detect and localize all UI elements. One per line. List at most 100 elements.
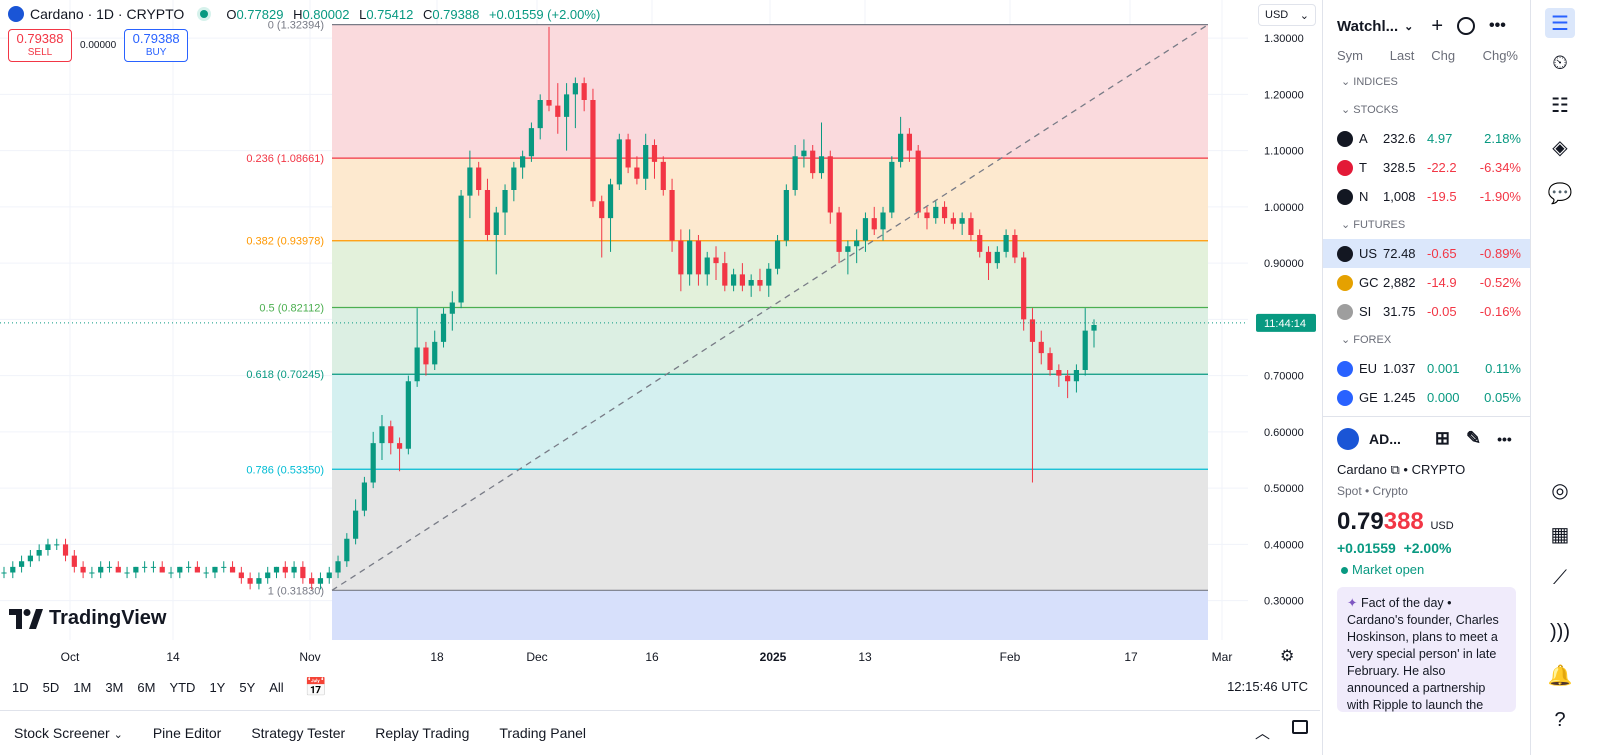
candle-body[interactable]	[994, 251, 1000, 264]
candle-body[interactable]	[572, 83, 578, 95]
candle-body[interactable]	[748, 280, 754, 286]
candle-body[interactable]	[282, 566, 288, 573]
candle-body[interactable]	[687, 240, 693, 275]
candle-body[interactable]	[695, 240, 702, 275]
candle-body[interactable]	[599, 201, 605, 219]
candle-body[interactable]	[344, 538, 350, 562]
candle-body[interactable]	[906, 133, 913, 151]
candle-body[interactable]	[959, 218, 965, 224]
candle-body[interactable]	[1065, 375, 1071, 382]
candle-body[interactable]	[783, 190, 789, 241]
candle-body[interactable]	[555, 105, 561, 117]
watchlist-section-futures[interactable]: ⌄ FUTURES	[1341, 219, 1406, 231]
calendar-icon[interactable]: ▦	[1550, 523, 1570, 546]
tab-stock-screener[interactable]: Stock Screener ⌄	[14, 725, 123, 741]
candle-body[interactable]	[898, 133, 904, 162]
tab-strategy-tester[interactable]: Strategy Tester	[251, 725, 346, 741]
candle-body[interactable]	[432, 341, 438, 365]
candle-body[interactable]	[801, 150, 807, 157]
candle-body[interactable]	[98, 566, 104, 573]
watchlist-section-indices[interactable]: ⌄ INDICES	[1341, 76, 1398, 88]
candle-body[interactable]	[238, 572, 244, 579]
candle-body[interactable]	[484, 190, 491, 235]
range-button-3m[interactable]: 3M	[105, 679, 124, 695]
candle-body[interactable]	[1047, 353, 1053, 370]
candle-body[interactable]	[203, 572, 209, 574]
candle-body[interactable]	[977, 235, 983, 252]
range-button-1y[interactable]: 1Y	[209, 679, 226, 695]
pie-chart-icon[interactable]	[1457, 17, 1476, 35]
candle-body[interactable]	[546, 100, 552, 106]
candle-body[interactable]	[54, 544, 60, 546]
range-button-1m[interactable]: 1M	[73, 679, 92, 695]
alarm-clock-icon[interactable]: ⏲	[1552, 51, 1568, 74]
candle-body[interactable]	[722, 263, 728, 286]
candle-body[interactable]	[449, 302, 455, 314]
candle-body[interactable]	[1003, 235, 1009, 252]
candle-body[interactable]	[1056, 370, 1062, 376]
candle-body[interactable]	[502, 190, 508, 213]
candle-body[interactable]	[669, 190, 675, 241]
candle-body[interactable]	[10, 566, 16, 573]
candle-body[interactable]	[985, 251, 992, 264]
candle-body[interactable]	[581, 83, 587, 100]
candle-body[interactable]	[739, 274, 745, 286]
candle-body[interactable]	[379, 426, 385, 444]
candle-body[interactable]	[634, 167, 640, 179]
candle-body[interactable]	[607, 184, 614, 219]
candle-body[interactable]	[590, 100, 596, 202]
more-options-icon[interactable]: •••	[1489, 17, 1506, 34]
candle-body[interactable]	[968, 218, 974, 235]
candle-body[interactable]	[810, 150, 816, 174]
candle-body[interactable]	[704, 257, 710, 275]
watchlist-row[interactable]: US 72.48 -0.65 -0.89%	[1323, 239, 1530, 268]
candle-body[interactable]	[651, 145, 658, 162]
watchlist-section-stocks[interactable]: ⌄ STOCKS	[1341, 104, 1399, 116]
col-chg[interactable]: Chg	[1431, 48, 1456, 63]
candle-body[interactable]	[818, 156, 825, 174]
candle-body[interactable]	[845, 246, 851, 252]
fib-trend-line[interactable]	[331, 24, 1209, 591]
grid-icon[interactable]: ⊞	[1434, 428, 1450, 448]
settings-gear-icon[interactable]: ⚙	[1280, 648, 1295, 665]
candle-body[interactable]	[80, 566, 86, 573]
candle-body[interactable]	[730, 274, 737, 286]
watchlist-row[interactable]: EU 1.037 0.001 0.11%	[1323, 354, 1530, 383]
candle-body[interactable]	[1038, 341, 1044, 354]
maximize-panel-icon[interactable]	[1292, 720, 1308, 734]
candle-body[interactable]	[713, 257, 719, 264]
candle-body[interactable]	[142, 566, 148, 568]
candle-body[interactable]	[221, 566, 227, 568]
chart-area[interactable]: 0 (1.32394) 0.236 (1.08661) 0.382 (0.93978…	[0, 0, 1320, 705]
candle-body[interactable]	[880, 212, 886, 230]
add-symbol-icon[interactable]: +	[1431, 14, 1444, 37]
candle-body[interactable]	[150, 566, 157, 568]
candle-body[interactable]	[511, 167, 517, 191]
details-ticker[interactable]: AD...	[1369, 430, 1401, 447]
candle-body[interactable]	[326, 572, 332, 579]
watchlist-title[interactable]: Watchl...	[1337, 17, 1399, 35]
candle-body[interactable]	[1082, 330, 1088, 370]
candle-body[interactable]	[256, 578, 262, 584]
candle-body[interactable]	[396, 443, 403, 449]
candle-body[interactable]	[915, 150, 921, 213]
more-options-icon[interactable]: •••	[1497, 430, 1512, 447]
candle-body[interactable]	[168, 572, 174, 574]
candle-body[interactable]	[933, 206, 939, 219]
candle-body[interactable]	[335, 561, 341, 573]
candle-body[interactable]	[563, 94, 570, 117]
candle-body[interactable]	[493, 212, 499, 236]
candle-body[interactable]	[265, 572, 271, 579]
candle-body[interactable]	[792, 156, 798, 190]
candle-body[interactable]	[827, 156, 833, 213]
utc-clock[interactable]: 12:15:46 UTC	[1227, 679, 1308, 694]
candle-body[interactable]	[941, 206, 948, 219]
signal-icon[interactable]: )))	[1550, 620, 1570, 643]
candle-body[interactable]	[1029, 319, 1036, 342]
details-name[interactable]: Cardano	[1337, 462, 1387, 477]
candle-body[interactable]	[177, 566, 183, 573]
external-link-icon[interactable]: ⧉	[1390, 462, 1400, 477]
candle-body[interactable]	[317, 578, 324, 584]
drawing-tools-icon[interactable]: ⟋	[1553, 566, 1567, 589]
candle-body[interactable]	[388, 426, 394, 444]
